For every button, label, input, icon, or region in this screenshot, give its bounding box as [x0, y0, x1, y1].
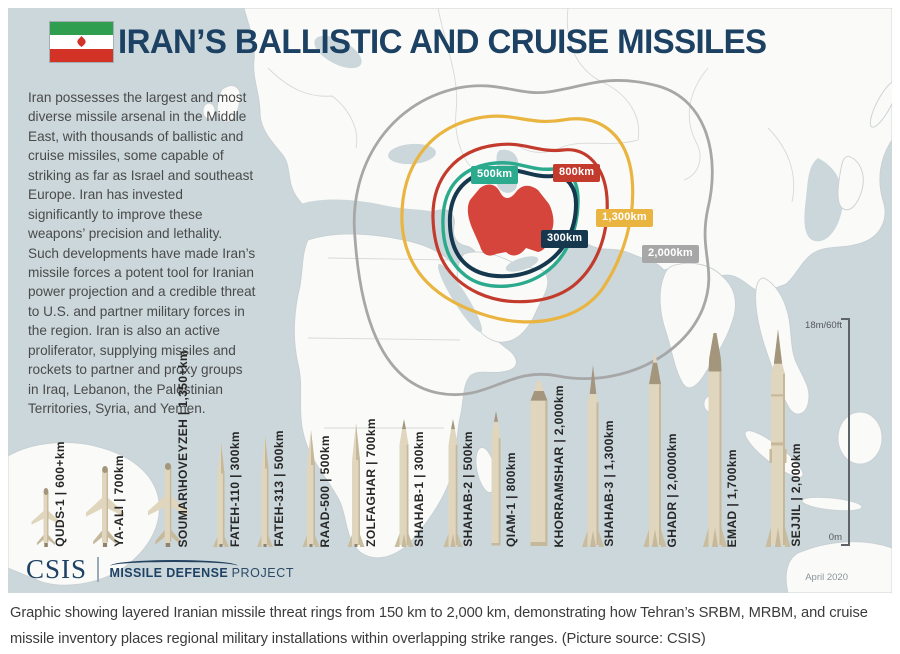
land-uk: [216, 85, 241, 123]
missile-emad: [695, 333, 735, 547]
intro-text: Iran possesses the largest and most dive…: [28, 90, 256, 416]
missile-ghadr: [635, 351, 675, 547]
missile-label: SOUMAR\HOVEYZEH | 1,350+km: [176, 349, 190, 547]
range-ring-800km: [431, 142, 609, 304]
missile-shahab-3: [573, 365, 613, 547]
ring-label-2000km: 2,000km: [642, 245, 699, 263]
missile-label: QUDS-1 | 600+km: [53, 441, 67, 547]
missile-soumar-hoveyzeh: [148, 462, 188, 547]
missile-icon: [443, 419, 463, 547]
missile-defense-project-logo: MISSILE DEFENSE PROJECT: [109, 559, 295, 580]
missile-label: SEJJIL | 2,000km: [789, 443, 803, 547]
missile-label: GHADR | 2,0000km: [665, 432, 679, 547]
world-map: [8, 8, 892, 593]
land-korea: [837, 155, 864, 211]
missile-icon: [643, 351, 667, 547]
scale-bar: [842, 318, 850, 546]
arc-icon: [109, 559, 238, 572]
publish-date: April 2020: [805, 572, 848, 583]
infographic: IRAN’S BALLISTIC AND CRUISE MISSILES Ira…: [8, 8, 892, 593]
ring-label-1300km: 1,300km: [596, 209, 653, 227]
missile-label: SHAHAB-1 | 300km: [412, 431, 426, 547]
missile-icon: [530, 381, 548, 546]
range-ring-1300km: [400, 114, 635, 324]
missile-lineup: QUDS-1 | 600+km YA-ALI | 700km SOUMAR\HOVE…: [8, 8, 892, 593]
missile-label: KHORRAMSHAR | 2,000km: [552, 384, 566, 547]
missile-label: FATEH-110 | 300km: [228, 431, 242, 547]
page-title: IRAN’S BALLISTIC AND CRUISE MISSILES: [118, 23, 767, 61]
ring-label-300km: 300km: [541, 230, 589, 248]
scale-bottom-label: 0m: [828, 532, 842, 543]
sea-yellow-sea: [804, 158, 843, 242]
missile-icon: [394, 419, 414, 547]
missile-icon: [347, 423, 365, 547]
ring-label-800km: 800km: [553, 164, 601, 182]
missile-shahab-2: [433, 419, 473, 547]
missile-icon: [213, 442, 229, 547]
missile-label: SHAHAB-3 | 1,300km: [602, 420, 616, 547]
iran-flag-icon: [50, 22, 113, 62]
sea-mediterranean: [299, 199, 444, 228]
divider: [97, 557, 99, 582]
missile-zolfaghar: [336, 423, 376, 547]
land-java: [801, 496, 863, 512]
missile-fateh-313: [245, 435, 285, 547]
iran-shape: [467, 184, 554, 256]
missile-label: FATEH-313 | 500km: [272, 430, 286, 547]
missile-shahab-1: [384, 419, 424, 547]
missile-icon: [257, 435, 273, 547]
land-ireland: [202, 102, 216, 120]
ring-label-500km: 500km: [471, 166, 519, 184]
missile-label: YA-ALI | 700km: [112, 455, 126, 547]
land-se-asia: [755, 277, 810, 415]
land-japan: [869, 80, 892, 128]
missile-label: QIAM-1 | 800km: [504, 452, 518, 547]
missile-khorramshar: [519, 379, 559, 547]
missile-label: RAAD-500 | 500km: [318, 434, 332, 547]
missile-icon: [148, 463, 188, 547]
sea-red-sea: [437, 263, 483, 333]
land-india: [659, 262, 736, 389]
missile-icon: [765, 329, 791, 547]
csis-wordmark: CSIS: [26, 554, 88, 584]
sea-persian-gulf: [505, 256, 539, 272]
missile-qiam-1: [476, 411, 516, 547]
missile-raad-500: [291, 430, 331, 547]
missile-icon: [302, 430, 320, 547]
project-name-light: PROJECT: [231, 565, 295, 580]
sea-baltic: [314, 35, 362, 69]
missile-icon: [703, 333, 727, 547]
range-ring-2000km: [352, 79, 714, 397]
land-south-america: [8, 442, 160, 586]
missile-label: ZOLFAGHAR | 700km: [364, 418, 378, 547]
land-australia: [785, 541, 892, 593]
missile-icon: [31, 488, 61, 547]
missile-icon: [86, 466, 124, 547]
image-caption: Graphic showing layered Iranian missile …: [10, 605, 868, 648]
missile-fateh-110: [201, 442, 241, 547]
missile-label: SHAHAB-2 | 500km: [461, 431, 475, 547]
csis-logo: CSIS MISSILE DEFENSE PROJECT: [26, 556, 294, 583]
missile-sejjil: [758, 329, 798, 547]
missile-ya-ali: [85, 465, 125, 547]
missile-label: EMAD | 1,700km: [725, 448, 739, 547]
missile-icon: [582, 365, 604, 547]
country-borders: [267, 8, 795, 429]
missile-quds-1: [26, 487, 66, 547]
title-row: IRAN’S BALLISTIC AND CRUISE MISSILES: [50, 22, 787, 62]
scale-top-label: 18m/60ft: [805, 320, 842, 331]
missile-icon: [491, 411, 501, 546]
iran-emblem-icon: [77, 36, 86, 48]
